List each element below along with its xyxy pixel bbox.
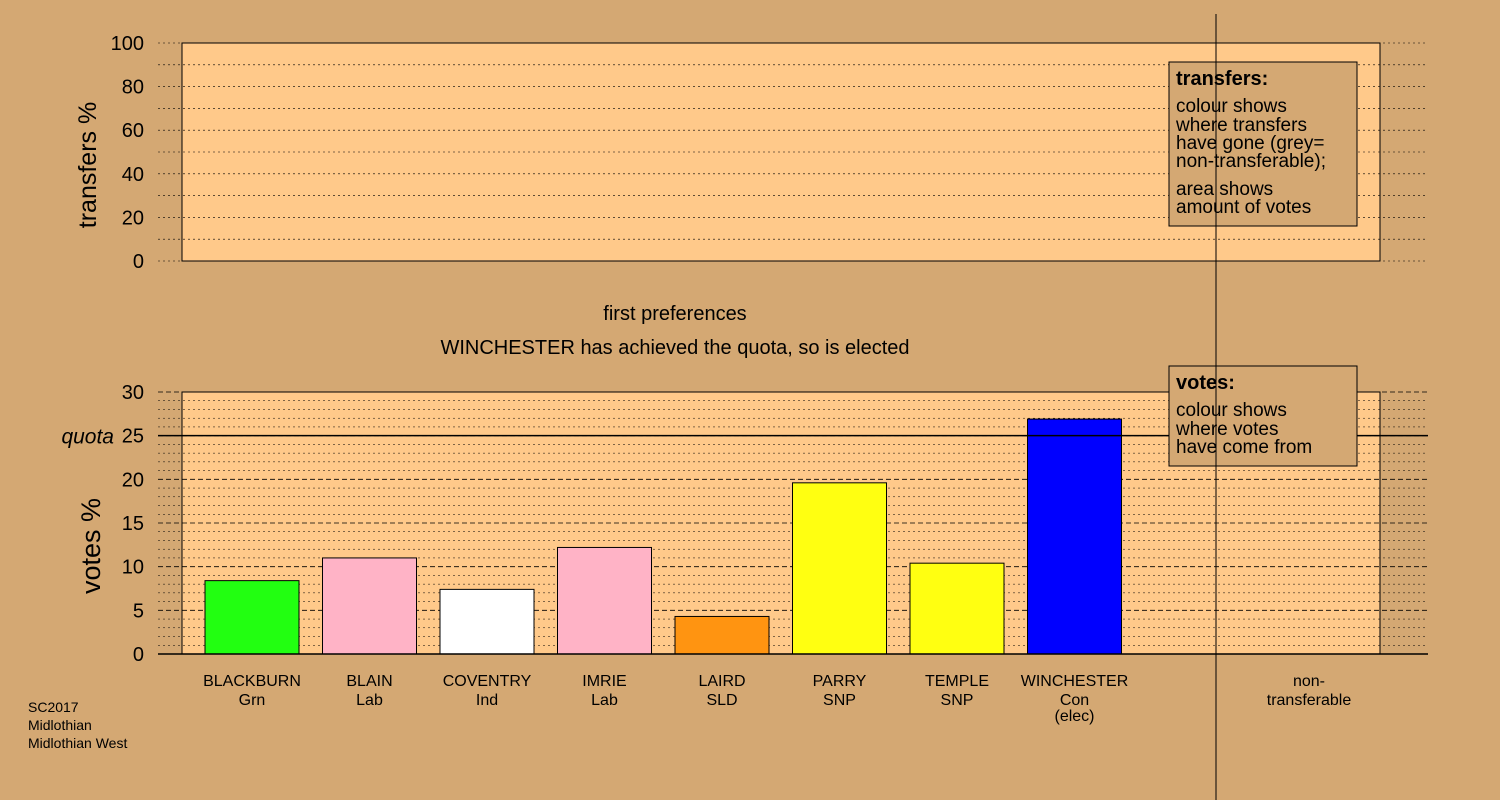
votes-tick-label: 15 (122, 513, 144, 535)
transfers-tick-label: 80 (122, 77, 144, 99)
votes-bars (204, 418, 1122, 655)
transfers-gridlines (158, 42, 1428, 262)
bar-winchester (1027, 418, 1122, 655)
footer-line: Midlothian West (28, 735, 127, 751)
footer-line: Midlothian (28, 717, 92, 733)
bar-coventry (439, 588, 535, 655)
votes-legend-line: where votes (1175, 419, 1278, 440)
transfers-legend-line: amount of votes (1176, 197, 1311, 218)
category-party: Con (1060, 692, 1089, 709)
category-note: (elec) (1054, 708, 1094, 725)
transfers-axis-label: transfers % (74, 102, 102, 228)
footer-line: SC2017 (28, 699, 79, 715)
extra-category-label: transferable (1267, 692, 1352, 709)
votes-legend-box (1168, 365, 1358, 467)
bar-imrie (557, 546, 652, 655)
transfers-legend-box (1168, 61, 1358, 227)
transfers-tick-label: 40 (122, 164, 144, 186)
transfers-legend: transfers: colour shows where transfers … (1168, 61, 1358, 227)
transfers-tick-label: 20 (122, 207, 144, 229)
category-name: COVENTRY (443, 673, 532, 690)
transfers-legend-line: where transfers (1175, 115, 1307, 136)
category-party: SNP (823, 692, 856, 709)
transfers-legend-line: area shows (1176, 179, 1273, 200)
transfers-panel: 0 20 40 60 80 100 transfers % transfers: colo… (74, 33, 1428, 273)
votes-tick-label: 30 (122, 382, 144, 404)
votes-legend-title: votes: (1176, 372, 1235, 394)
votes-legend: votes: colour shows where votes have com… (1168, 365, 1358, 467)
bar-blackburn (204, 580, 300, 655)
category-name: IMRIE (582, 673, 626, 690)
quota-label: quota (61, 426, 114, 449)
votes-axis-label: votes % (76, 498, 106, 594)
category-party: Ind (476, 692, 498, 709)
chart-heading: first preferences (603, 303, 746, 325)
transfers-legend-line: colour shows (1176, 96, 1287, 117)
category-name: TEMPLE (925, 673, 989, 690)
transfers-tick-label: 100 (111, 33, 144, 55)
votes-tick-label: 25 (122, 426, 144, 448)
transfers-tick-label: 0 (133, 251, 144, 273)
category-name: WINCHESTER (1021, 673, 1129, 690)
votes-tick-label: 10 (122, 557, 144, 579)
category-name: PARRY (813, 673, 867, 690)
category-party: Lab (591, 692, 618, 709)
category-name: LAIRD (698, 673, 745, 690)
status-line: WINCHESTER has achieved the quota, so is… (440, 337, 909, 359)
votes-tick-label: 5 (133, 600, 144, 622)
category-name: BLACKBURN (203, 673, 301, 690)
transfers-tick-label: 60 (122, 120, 144, 142)
transfers-legend-title: transfers: (1176, 68, 1268, 90)
votes-tick-label: 20 (122, 469, 144, 491)
bar-temple (909, 562, 1005, 655)
bar-parry (792, 482, 887, 655)
transfers-legend-line: non-transferable); (1176, 151, 1326, 172)
transfers-tick-labels: 0 20 40 60 80 100 (111, 33, 144, 273)
category-party: SNP (941, 692, 974, 709)
bar-blain (322, 557, 417, 655)
category-party: Grn (239, 692, 266, 709)
extra-category-label: non- (1293, 673, 1325, 690)
votes-tick-labels: 0 5 10 15 20 25 30 (122, 382, 144, 666)
votes-legend-line: colour shows (1176, 400, 1287, 421)
votes-tick-label: 0 (133, 644, 144, 666)
bar-laird (674, 615, 770, 655)
category-party: Lab (356, 692, 383, 709)
votes-legend-line: have come from (1176, 437, 1312, 458)
category-name: BLAIN (346, 673, 392, 690)
category-party: SLD (706, 692, 737, 709)
transfers-legend-line: have gone (grey= (1176, 133, 1324, 154)
category-labels: BLACKBURN Grn BLAIN Lab COVENTRY Ind IMRIE Lab L… (203, 673, 1128, 725)
